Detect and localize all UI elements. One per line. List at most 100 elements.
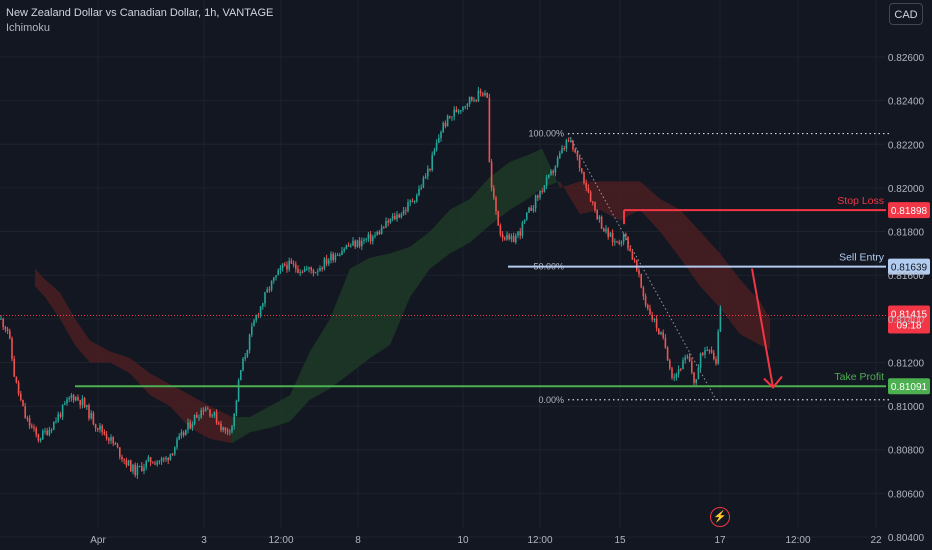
candle-body [75, 397, 77, 401]
candle-body [528, 207, 530, 213]
projection-arrow-line[interactable] [751, 268, 774, 388]
candle-body [64, 403, 66, 405]
candle-body [636, 260, 638, 271]
candle-body [53, 421, 55, 430]
candle-body [695, 379, 697, 384]
candle-body [50, 429, 53, 431]
candle-body [134, 464, 136, 476]
candle-body [482, 93, 484, 96]
level-price-tag[interactable] [888, 378, 930, 395]
candle-body [347, 245, 350, 247]
candle-body [684, 357, 686, 361]
candle-body [688, 356, 691, 362]
candle-body [464, 105, 466, 107]
candle-body [94, 424, 97, 429]
time-tick-label: 12:00 [268, 535, 293, 546]
candle-body [288, 260, 290, 270]
candle-body [495, 197, 497, 212]
candle-body [174, 447, 176, 455]
level-price-text: 0.81639 [891, 263, 928, 274]
candle-body [158, 461, 161, 463]
candle-body [103, 431, 106, 435]
candle-body [433, 150, 436, 155]
candle-body [28, 418, 31, 426]
price-axis[interactable]: 0.82600 0.82400 0.82200 0.82000 0.81800 0.816… [888, 53, 925, 544]
candle-body [218, 423, 220, 425]
candle-body [405, 210, 407, 212]
chart-title: New Zealand Dollar vs Canadian Dollar, 1… [6, 7, 274, 19]
level-price-tag[interactable] [888, 202, 930, 219]
candle-body [444, 122, 447, 127]
candle-body [407, 202, 409, 212]
candle-body [616, 241, 618, 243]
candle-body [97, 428, 99, 430]
candle-body [438, 138, 440, 143]
candle-body [266, 289, 268, 293]
candle-body [130, 460, 132, 472]
candle-body [633, 259, 636, 261]
time-axis[interactable]: Apr 3 12:00 8 10 12:00 15 17 12:00 22 [90, 535, 882, 546]
candle-body [429, 168, 431, 171]
lightning-icon[interactable]: ⚡ [710, 507, 730, 527]
candle-body [136, 465, 139, 476]
candle-body [451, 116, 453, 118]
candle-body [556, 157, 559, 167]
cloud-segment [330, 268, 350, 389]
candle-body [376, 232, 378, 236]
candle-body [332, 253, 334, 261]
candle-body [273, 277, 275, 281]
current-price-text: 0.81415 [891, 310, 928, 321]
candle-body [642, 287, 645, 297]
time-tick-label: 15 [614, 535, 626, 546]
candle-body [20, 393, 22, 400]
candle-body [281, 264, 284, 268]
candle-body [675, 373, 678, 378]
candle-body [431, 154, 433, 171]
candle-body [691, 361, 693, 373]
candle-body [15, 376, 18, 383]
candle-body [237, 380, 240, 401]
candle-body [101, 425, 103, 432]
candle-body [9, 330, 11, 339]
candle-body [361, 240, 363, 247]
candle-body [515, 235, 517, 243]
candle-body [310, 267, 312, 271]
candle-body [11, 338, 13, 359]
level-price-tag[interactable] [888, 258, 930, 275]
indicator-label[interactable]: Ichimoku [6, 22, 51, 34]
trade-levels[interactable]: Stop Loss 0.81898 Sell Entry 0.81639 Take Pr… [0, 195, 930, 395]
candle-body [574, 149, 576, 153]
candle-body [231, 425, 233, 432]
candle-body [530, 207, 532, 211]
current-price-tag[interactable] [888, 305, 930, 334]
candle-body [539, 191, 541, 198]
candle-body [262, 303, 264, 307]
candle-body [462, 106, 464, 111]
candle-body [110, 437, 112, 441]
price-tick-label: 0.82000 [888, 184, 925, 195]
candle-body [704, 350, 706, 355]
candle-body [196, 415, 198, 418]
candle-body [211, 415, 213, 417]
candle-body [383, 227, 385, 229]
candle-body [605, 228, 607, 232]
candle-body [548, 174, 550, 178]
candle-body [486, 92, 488, 98]
cloud-segment [110, 351, 130, 374]
candle-body [374, 235, 376, 237]
candle-body [686, 356, 689, 358]
candle-body [475, 99, 477, 102]
cloud-segment [410, 231, 430, 297]
cloud-segment [760, 301, 770, 350]
time-tick-label: 22 [870, 535, 882, 546]
candle-body [640, 274, 642, 288]
currency-button[interactable]: CAD [889, 3, 923, 25]
candle-body [572, 140, 574, 150]
candle-body [649, 308, 651, 315]
candle-body [165, 457, 167, 460]
candle-body [264, 292, 266, 304]
candle-body [220, 423, 222, 430]
candle-body [308, 267, 310, 269]
candle-body [521, 222, 524, 236]
